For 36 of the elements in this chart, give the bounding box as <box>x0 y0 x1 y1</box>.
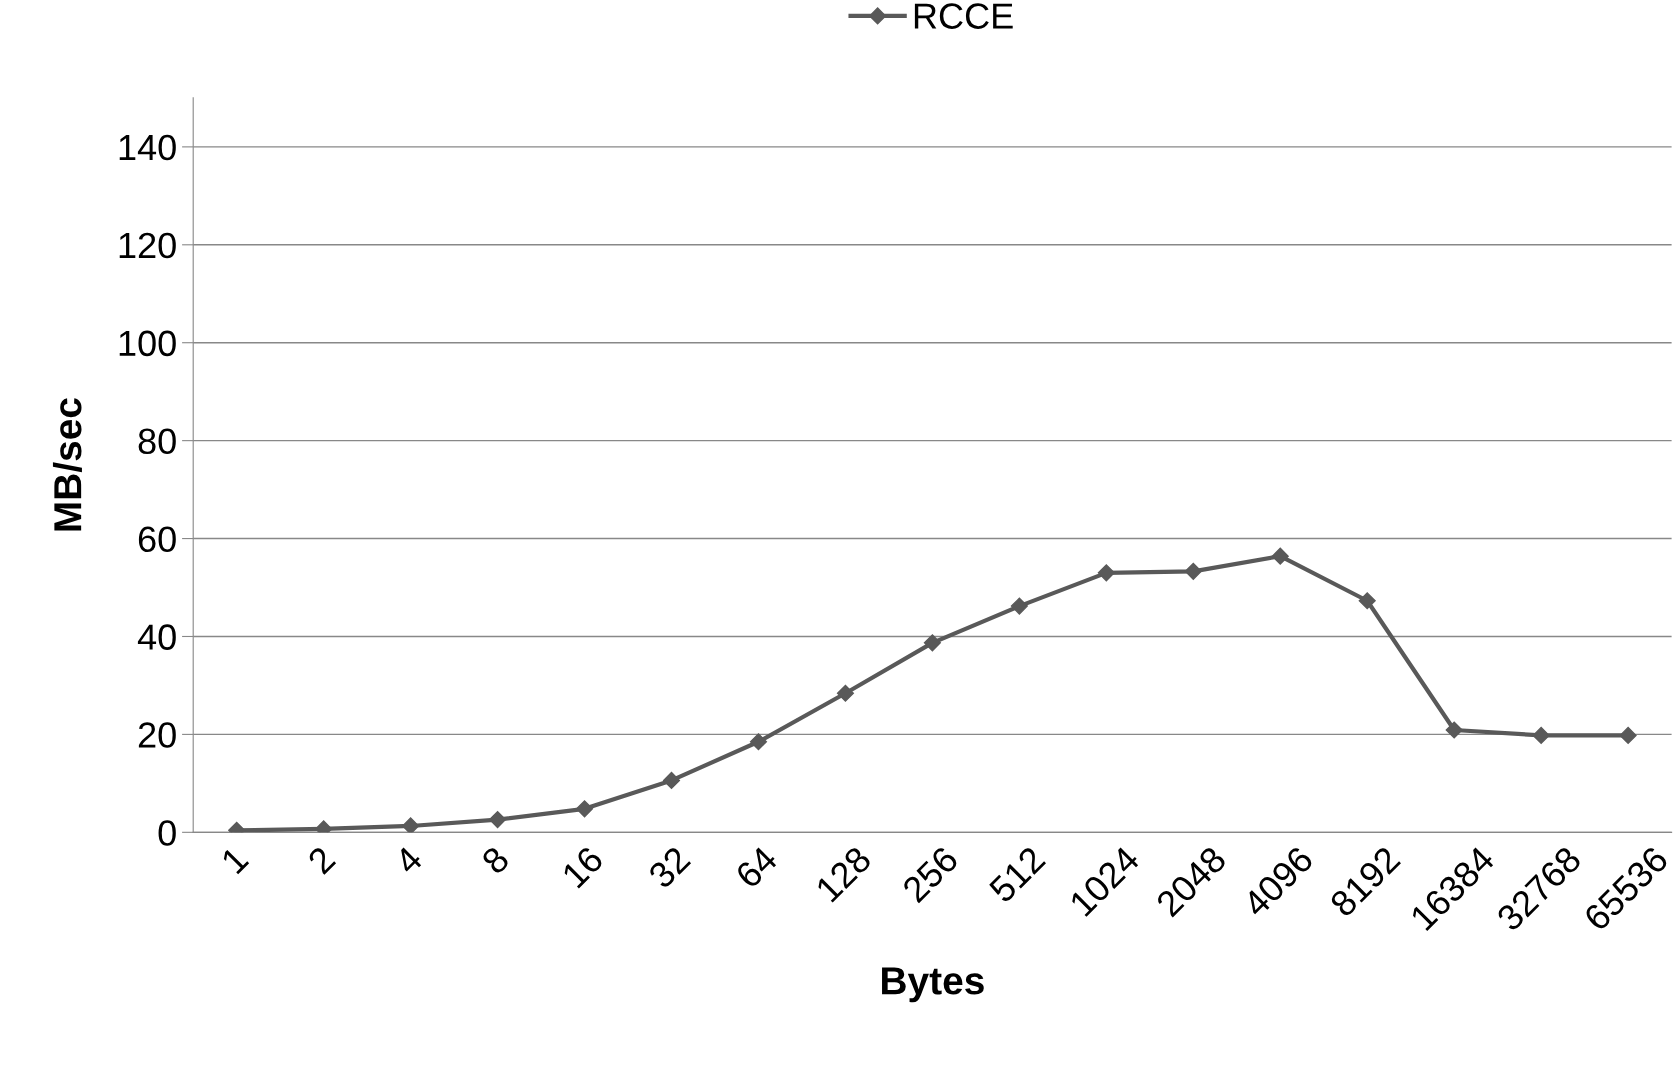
y-tick-label: 40 <box>137 624 176 650</box>
x-tick-label: 256 <box>901 845 960 904</box>
x-tick-label: 4 <box>393 845 424 876</box>
y-tick-label: 140 <box>119 134 176 161</box>
point <box>1271 547 1289 565</box>
point <box>1619 726 1637 744</box>
x-tick-label: 32 <box>647 845 692 890</box>
point <box>575 800 594 818</box>
point <box>1532 726 1550 744</box>
point <box>662 771 681 789</box>
legend-label: RCCE <box>914 3 1013 29</box>
point <box>489 811 507 829</box>
x-tick-label: 8 <box>480 845 511 876</box>
x-tick-label: 128 <box>814 845 873 903</box>
point <box>836 684 854 702</box>
y-tick-label: 80 <box>138 428 176 455</box>
point <box>1445 721 1463 739</box>
point <box>1184 562 1202 580</box>
y-tick-label: 0 <box>158 820 176 846</box>
y-tick-label: 20 <box>138 722 176 748</box>
point <box>1097 564 1115 582</box>
y-tick-label: 120 <box>119 232 176 259</box>
point <box>1010 597 1028 615</box>
x-tick-label: 512 <box>987 845 1047 904</box>
point <box>749 733 768 751</box>
x-tick-label: 16 <box>561 845 605 889</box>
x-tick-label: 2 <box>306 845 337 875</box>
point <box>1358 592 1376 610</box>
y-axis-title: MB/sec <box>52 398 82 531</box>
y-tick-label: 60 <box>138 526 176 552</box>
point <box>402 817 420 833</box>
point <box>923 634 941 652</box>
x-tick-label: 1 <box>220 845 250 875</box>
x-tick-label: 64 <box>734 844 779 890</box>
x-axis-title: Bytes <box>882 967 984 1003</box>
y-tick-label: 100 <box>119 330 176 357</box>
